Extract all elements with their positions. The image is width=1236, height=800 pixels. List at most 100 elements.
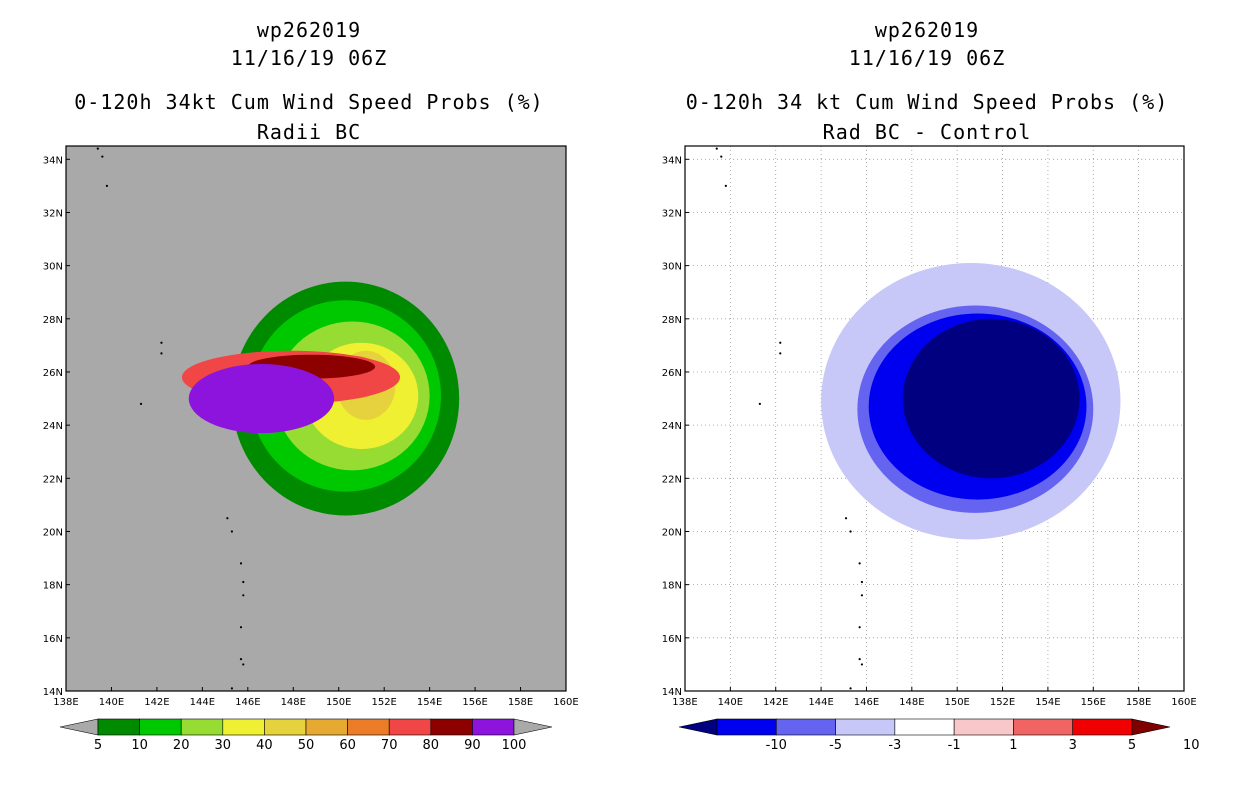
island-marker bbox=[860, 594, 864, 597]
y-tick-label: 30N bbox=[662, 262, 682, 273]
y-tick-label: 28N bbox=[662, 315, 682, 326]
colorbar-swatch bbox=[894, 718, 955, 736]
colorbar-swatch bbox=[264, 718, 307, 736]
island-marker bbox=[226, 517, 229, 520]
y-tick-label: 34N bbox=[662, 155, 682, 166]
colorbar-swatch bbox=[180, 718, 224, 736]
colorbar-label: 1 bbox=[1009, 738, 1017, 753]
island-marker bbox=[160, 341, 163, 344]
x-tick-label: 150E bbox=[326, 697, 351, 708]
plot-frame bbox=[684, 145, 1185, 692]
x-tick-label: 154E bbox=[1035, 697, 1060, 708]
colorbar-label: 90 bbox=[464, 738, 481, 753]
y-tick-label: 14N bbox=[662, 687, 682, 698]
y-tick-label: 16N bbox=[662, 634, 682, 645]
colorbar-label: 50 bbox=[298, 738, 315, 753]
x-tick-label: 152E bbox=[990, 697, 1015, 708]
island-marker bbox=[239, 626, 243, 629]
y-tick-label: 30N bbox=[43, 262, 63, 273]
x-tick-label: 146E bbox=[235, 697, 260, 708]
island-marker bbox=[724, 184, 727, 187]
x-tick-label: 148E bbox=[899, 697, 924, 708]
colorbar-over-arrow bbox=[1131, 718, 1171, 736]
island-marker bbox=[858, 626, 861, 629]
colorbar-swatch bbox=[953, 718, 1014, 736]
x-tick-label: 158E bbox=[508, 697, 533, 708]
colorbar-over-arrow bbox=[513, 718, 553, 736]
colorbar-label: -3 bbox=[888, 738, 901, 753]
x-tick-label: 142E bbox=[144, 697, 169, 708]
y-tick-label: 34N bbox=[43, 155, 63, 166]
colorbar-swatch bbox=[388, 718, 432, 736]
island-marker bbox=[858, 562, 861, 565]
colorbar-swatch bbox=[835, 718, 896, 736]
colorbar-swatch bbox=[472, 718, 515, 736]
x-tick-label: 158E bbox=[1126, 697, 1151, 708]
island-marker bbox=[242, 663, 245, 666]
plot-frame bbox=[65, 145, 567, 692]
y-tick-label: 24N bbox=[662, 421, 682, 432]
x-tick-label: 140E bbox=[99, 697, 124, 708]
colorbar-label: 30 bbox=[215, 738, 232, 753]
y-tick-label: 16N bbox=[43, 634, 63, 645]
island-marker bbox=[758, 402, 761, 405]
island-marker bbox=[139, 402, 143, 405]
colorbar-label: 10 bbox=[1183, 738, 1200, 753]
colorbar-swatch bbox=[222, 718, 265, 736]
x-tick-label: 156E bbox=[1081, 697, 1106, 708]
left-panel: wp262019 11/16/19 06Z 0-120h 34kt Cum Wi… bbox=[43, 18, 579, 753]
island-marker bbox=[230, 530, 234, 533]
colorbar-label: 20 bbox=[173, 738, 190, 753]
colorbar-label: 100 bbox=[502, 738, 527, 753]
colorbar-label: 80 bbox=[423, 738, 440, 753]
island-marker bbox=[230, 687, 234, 690]
left-map: 138E 140E 142E 144E 146E 148E 150E 152E 154E 156E… bbox=[43, 145, 579, 753]
x-tick-label: 154E bbox=[417, 697, 442, 708]
colorbar-swatch bbox=[139, 718, 182, 736]
panel-title-subtitle: Radii BC bbox=[256, 120, 362, 144]
x-tick-label: 144E bbox=[190, 697, 215, 708]
island-marker bbox=[844, 517, 848, 520]
island-marker bbox=[720, 155, 723, 158]
contour-90 bbox=[188, 364, 335, 434]
x-tick-label: 160E bbox=[553, 697, 578, 708]
panel-title-storm-id: wp262019 bbox=[874, 18, 980, 42]
island-marker bbox=[239, 657, 243, 661]
island-marker bbox=[239, 562, 243, 565]
x-tick-label: 144E bbox=[808, 697, 833, 708]
island-marker bbox=[849, 530, 852, 533]
colorbar-swatch bbox=[716, 718, 777, 736]
x-tick-label: 150E bbox=[944, 697, 969, 708]
island-marker bbox=[860, 663, 864, 666]
panel-title-storm-id: wp262019 bbox=[256, 18, 362, 42]
colorbar-swatch bbox=[97, 718, 140, 736]
colorbar-swatch bbox=[775, 718, 836, 736]
x-tick-label: 138E bbox=[672, 697, 697, 708]
island-marker bbox=[858, 657, 861, 661]
colorbar-swatch bbox=[1072, 718, 1133, 736]
x-tick-label: 156E bbox=[462, 697, 487, 708]
y-tick-label: 32N bbox=[43, 208, 63, 219]
x-tick-label: 138E bbox=[53, 697, 78, 708]
y-tick-label: 20N bbox=[43, 527, 63, 538]
island-marker bbox=[849, 687, 852, 690]
colorbar-label: -5 bbox=[829, 738, 842, 753]
y-tick-label: 18N bbox=[662, 581, 682, 592]
island-marker bbox=[779, 341, 782, 344]
colorbar-label: -10 bbox=[766, 738, 787, 753]
colorbar-label: 40 bbox=[256, 738, 273, 753]
island-marker bbox=[160, 352, 163, 355]
island-marker bbox=[101, 155, 104, 158]
island-marker bbox=[105, 184, 109, 187]
y-tick-label: 18N bbox=[43, 581, 63, 592]
x-tick-label: 146E bbox=[854, 697, 879, 708]
island-marker bbox=[96, 147, 99, 150]
x-tick-label: 152E bbox=[371, 697, 396, 708]
x-tick-label: 148E bbox=[281, 697, 306, 708]
colorbar-label: 70 bbox=[381, 738, 398, 753]
island-marker bbox=[242, 580, 245, 584]
panel-title-datetime: 11/16/19 06Z bbox=[230, 46, 388, 70]
colorbar-label: -1 bbox=[948, 738, 961, 753]
island-marker bbox=[715, 147, 718, 150]
x-tick-label: 160E bbox=[1171, 697, 1196, 708]
